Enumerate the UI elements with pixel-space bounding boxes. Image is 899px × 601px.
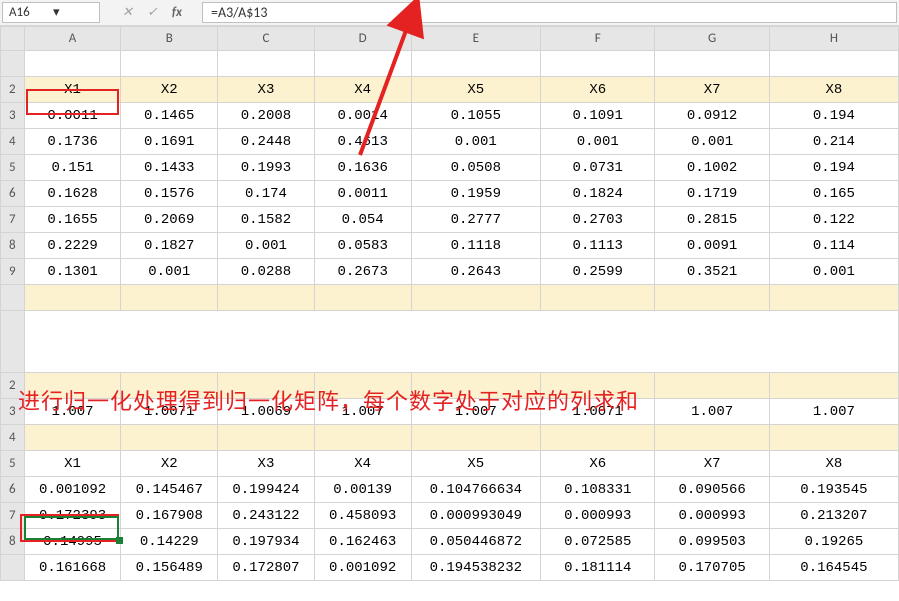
table-row: 2 X1 X2 X3 X4 X5 X6 X7 X8 [1,77,899,103]
table-row [1,311,899,373]
select-all-corner[interactable] [1,27,25,51]
table-row: 5 X1X2X3X4X5X6X7X8 [1,451,899,477]
table-row: 0.1616680.1564890.1728070.0010920.194538… [1,555,899,581]
col-header-D[interactable]: D [314,27,411,51]
table-row: 8 0.22290.18270.0010.05830.11180.11130.0… [1,233,899,259]
table-row: 7 0.16550.20690.15820.0540.27770.27030.2… [1,207,899,233]
col-header-G[interactable]: G [655,27,769,51]
spreadsheet-grid[interactable]: A B C D E F G H 2 X1 X2 X3 X4 X5 X6 X7 X… [0,26,899,581]
table-row [1,285,899,311]
name-box-dropdown-icon[interactable]: ▾ [53,5,93,20]
formula-text: =A3/A$13 [211,4,267,21]
column-header-row: A B C D E F G H [1,27,899,51]
table-row: 4 [1,425,899,451]
col-header-H[interactable]: H [769,27,898,51]
formula-bar-icons: ✕ ✓ fx [102,0,202,25]
name-box-value: A16 [9,5,49,20]
table-row: 9 0.13010.0010.02880.26730.26430.25990.3… [1,259,899,285]
table-row: 4 0.17360.16910.24480.46130.0010.0010.00… [1,129,899,155]
annotation-text: 进行归一化处理得到归一化矩阵，每个数字处于对应的列求和 [18,384,639,416]
formula-input[interactable]: =A3/A$13 [202,2,897,23]
col-header-F[interactable]: F [541,27,655,51]
table-row: 3 0.00110.14650.20080.00140.10550.10910.… [1,103,899,129]
col-header-E[interactable]: E [411,27,541,51]
table-row: 8 0.149950.142290.1979340.1624630.050446… [1,529,899,555]
spreadsheet-area: A B C D E F G H 2 X1 X2 X3 X4 X5 X6 X7 X… [0,26,899,581]
table-row: 6 0.16280.15760.1740.00110.19590.18240.1… [1,181,899,207]
name-box[interactable]: A16 ▾ [2,2,100,23]
table-row: 5 0.1510.14330.19930.16360.05080.07310.1… [1,155,899,181]
formula-bar: A16 ▾ ✕ ✓ fx =A3/A$13 [0,0,899,26]
table-row: 6 0.0010920.1454670.1994240.001390.10476… [1,477,899,503]
fx-icon[interactable]: fx [172,5,182,20]
col-header-A[interactable]: A [24,27,121,51]
confirm-icon[interactable]: ✓ [147,5,158,20]
col-header-B[interactable]: B [121,27,218,51]
cancel-icon[interactable]: ✕ [122,5,133,20]
table-row: 7 0.1723930.1679080.2431220.4580930.0009… [1,503,899,529]
table-row [1,51,899,77]
col-header-C[interactable]: C [218,27,315,51]
